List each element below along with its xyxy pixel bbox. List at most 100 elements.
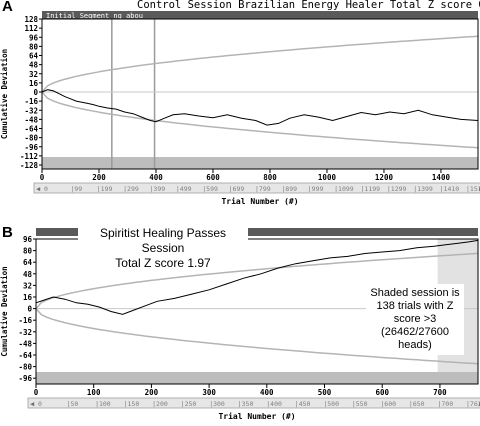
chart1-y-tick-label: 48 bbox=[23, 270, 33, 279]
chart1-y-tick-label: -64 bbox=[18, 351, 32, 360]
chart0-x-tick-label: 800 bbox=[263, 173, 277, 182]
chart1-scroll-left-arrow: ◀ bbox=[30, 400, 35, 408]
chart1-x-tick-label: 100 bbox=[87, 388, 101, 397]
chart1-x-tick-label: 0 bbox=[34, 388, 39, 397]
chart0-y-tick-label: 16 bbox=[29, 79, 39, 88]
chart1-y-tick-label: 64 bbox=[23, 258, 33, 267]
chart0-scroll-label: |999 bbox=[308, 185, 324, 193]
chart1-scroll-bar bbox=[27, 397, 480, 409]
chart1-scroll-label: |600 bbox=[380, 400, 396, 408]
chart1-scroll-label: |150 bbox=[124, 400, 140, 408]
chart-b-title: Spiritist Healing Passes Session bbox=[99, 226, 227, 255]
chart0-scroll-label: |699 bbox=[229, 185, 245, 193]
chart0-envelope-lower bbox=[41, 91, 479, 149]
chart1-bottom-band bbox=[36, 372, 478, 384]
chart0-y-tick-label: 64 bbox=[29, 52, 39, 61]
chart0-x-tick-label: 400 bbox=[149, 173, 163, 182]
chart0-y-tick-label: -48 bbox=[24, 115, 38, 124]
chart0-scroll-label: |899 bbox=[281, 185, 297, 193]
annotation-line: heads) bbox=[398, 339, 432, 351]
chart0-plot-area bbox=[42, 19, 478, 169]
chart1-series-line bbox=[35, 239, 479, 315]
chart1-x-tick-label: 300 bbox=[202, 388, 216, 397]
chart0-y-tick-label: -80 bbox=[24, 134, 38, 143]
annotation-line: Shaded session is bbox=[370, 287, 460, 299]
chart1-x-axis-label: Trial Number (#) bbox=[218, 411, 295, 421]
chart0-scroll-label: |1399 bbox=[413, 185, 433, 193]
chart0-y-tick-label: 80 bbox=[29, 42, 39, 51]
chart-a: Initial Segment ng abou12811296806448321… bbox=[0, 0, 480, 206]
chart0-x-tick-label: 1000 bbox=[318, 173, 337, 182]
chart1-scroll-label: |500 bbox=[323, 400, 339, 408]
chart0-plot-frame bbox=[41, 18, 479, 170]
chart1-scroll-label: |200 bbox=[152, 400, 168, 408]
chart0-x-tick-label: 1400 bbox=[432, 173, 451, 182]
chart0-y-tick-label: 0 bbox=[33, 88, 38, 97]
chart1-scroll-label: |762 bbox=[466, 400, 480, 408]
chart0-y-tick-label: -96 bbox=[24, 143, 38, 152]
chart1-y-axis-label: Cumulative Deviation bbox=[0, 266, 9, 356]
chart0-x-tick-label: 200 bbox=[92, 173, 106, 182]
chart1-y-tick-label: -32 bbox=[18, 328, 32, 337]
chart1-y-tick-label: -80 bbox=[18, 363, 32, 372]
chart1-envelope-upper bbox=[35, 252, 479, 310]
chart0-x-tick-label: 600 bbox=[206, 173, 220, 182]
annotation-line: 138 trials with Z bbox=[376, 300, 454, 312]
chart0-scroll-label: 0 bbox=[44, 185, 48, 193]
chart0-scroll-bar bbox=[33, 182, 480, 194]
chart0-title: Control Session Brazilian Energy Healer … bbox=[137, 0, 480, 11]
chart1-y-tick-label: 16 bbox=[23, 293, 33, 302]
chart-b-caption: Spiritist Healing Passes Session Total Z… bbox=[78, 226, 248, 270]
chart1-y-tick-label: 96 bbox=[23, 235, 33, 244]
chart1-plot-frame bbox=[35, 238, 479, 385]
chart1-y-tick-label: 0 bbox=[27, 305, 32, 314]
chart0-y-tick-label: 112 bbox=[24, 24, 38, 33]
chart0-scroll-left-arrow: ◀ bbox=[36, 185, 41, 193]
chart1-x-tick-label: 600 bbox=[375, 388, 389, 397]
panel-label-b: B bbox=[2, 224, 13, 241]
panel-label-a: A bbox=[2, 0, 13, 15]
chart1-y-tick-label: 80 bbox=[23, 247, 33, 256]
chart0-scroll-label: |599 bbox=[202, 185, 218, 193]
chart1-scroll-label: |400 bbox=[266, 400, 282, 408]
chart1-y-tick-label: 32 bbox=[23, 281, 32, 290]
chart0-y-tick-label: 128 bbox=[24, 15, 38, 24]
chart0-bottom-band bbox=[42, 157, 478, 169]
chart0-y-tick-label: 48 bbox=[29, 61, 39, 70]
chart1-x-tick-label: 400 bbox=[260, 388, 274, 397]
annotation-line: (26462/27600 bbox=[381, 326, 449, 338]
chart0-y-tick-label: -16 bbox=[24, 97, 38, 106]
chart0-y-axis-label: Cumulative Deviation bbox=[0, 49, 9, 139]
chart0-scroll-label: |499 bbox=[176, 185, 192, 193]
chart-b-subtitle: Total Z score 1.97 bbox=[115, 256, 211, 270]
chart1-y-tick-label: -16 bbox=[18, 316, 32, 325]
chart1-y-tick-label: -48 bbox=[18, 339, 32, 348]
chart0-scroll-label: |99 bbox=[70, 185, 82, 193]
chart-panel-a: A Initial Segment ng abou 128 112 96 80 64 48 3… bbox=[0, 0, 480, 210]
chart1-scroll-label: |700 bbox=[437, 400, 453, 408]
chart0-scroll-label: |1299 bbox=[387, 185, 407, 193]
chart0-scroll-label: |199 bbox=[97, 185, 113, 193]
chart0-x-tick-label: 0 bbox=[40, 173, 45, 182]
annotation-line: score >3 bbox=[393, 313, 437, 325]
chart0-scroll-label: |1199 bbox=[361, 185, 381, 193]
chart1-x-tick-label: 200 bbox=[145, 388, 159, 397]
chart1-scroll-label: 0 bbox=[38, 400, 42, 408]
chart0-x-axis-label: Trial Number (#) bbox=[221, 196, 298, 206]
chart0-scroll-label: |399 bbox=[150, 185, 166, 193]
chart0-envelope-upper bbox=[41, 35, 479, 93]
chart0-y-tick-label: -32 bbox=[24, 106, 38, 115]
chart0-y-tick-label: -128 bbox=[20, 161, 39, 170]
chart0-y-tick-label: -64 bbox=[24, 125, 38, 134]
chart1-scroll-label: |350 bbox=[238, 400, 254, 408]
chart0-scroll-label: |299 bbox=[123, 185, 139, 193]
chart1-scroll-label: |550 bbox=[352, 400, 368, 408]
chart0-scroll-label: |1510 bbox=[466, 185, 480, 193]
chart0-segment-bar-text: Initial Segment ng abou bbox=[46, 12, 143, 20]
chart1-scroll-label: |250 bbox=[181, 400, 197, 408]
chart1-scroll-label: |650 bbox=[409, 400, 425, 408]
chart1-scroll-label: |300 bbox=[209, 400, 225, 408]
chart1-scroll-label: |50 bbox=[67, 400, 79, 408]
chart-panel-b: B 96 80 64 48 32 16 0 -16 -32 -48 -64 -80 -96 0 100 200… bbox=[0, 212, 480, 422]
